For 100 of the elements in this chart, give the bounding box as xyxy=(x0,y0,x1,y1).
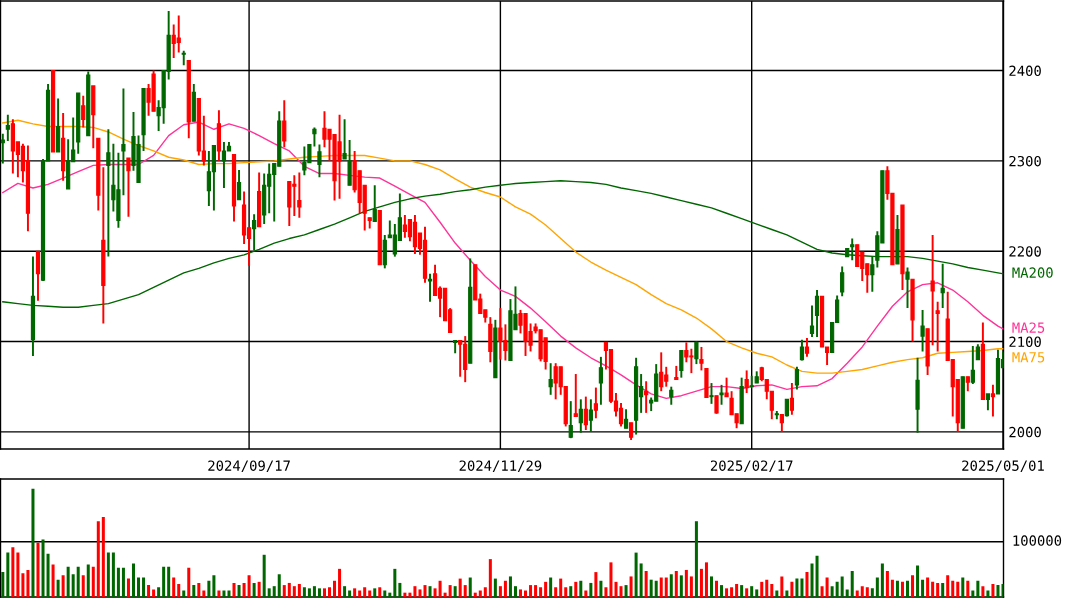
bar xyxy=(453,586,457,597)
bar xyxy=(694,521,698,597)
candlestick xyxy=(623,408,629,430)
candlestick xyxy=(850,237,855,262)
bar xyxy=(554,587,558,597)
bar xyxy=(312,586,316,597)
bar xyxy=(709,576,713,597)
bar xyxy=(805,572,809,597)
bar xyxy=(564,587,568,597)
bar xyxy=(6,552,10,597)
bar xyxy=(674,571,678,597)
x-tick-label: 2025/05/01 xyxy=(962,460,1044,473)
bar xyxy=(750,586,754,597)
bar xyxy=(448,585,452,597)
candlestick xyxy=(990,383,996,418)
bar xyxy=(574,581,578,597)
bar xyxy=(192,585,196,597)
bar xyxy=(609,562,613,597)
bar xyxy=(31,488,35,597)
bar xyxy=(513,586,517,597)
bar xyxy=(780,576,784,597)
bar xyxy=(272,586,276,597)
bar xyxy=(825,577,829,597)
bar xyxy=(41,539,45,597)
bar xyxy=(126,578,130,597)
bar xyxy=(21,573,25,597)
y-tick-label: 2300 xyxy=(1009,155,1041,167)
bar xyxy=(860,586,864,597)
series-label: MA200 xyxy=(1012,267,1053,278)
bar xyxy=(378,587,382,597)
bar xyxy=(222,590,226,597)
candlestick xyxy=(804,336,810,358)
bar xyxy=(926,577,930,597)
bar xyxy=(172,577,176,597)
bar xyxy=(212,575,216,597)
bar xyxy=(287,582,291,597)
bar xyxy=(187,567,191,597)
bar xyxy=(810,563,814,597)
bar xyxy=(760,581,764,597)
candlestick xyxy=(578,398,583,434)
candlestick xyxy=(709,382,714,405)
bar xyxy=(111,552,115,597)
bar xyxy=(931,581,935,597)
bar xyxy=(1,572,5,597)
bar xyxy=(529,585,533,597)
bar xyxy=(508,576,512,597)
bar xyxy=(121,567,125,597)
candlestick xyxy=(840,265,845,298)
bar xyxy=(71,574,75,597)
bar xyxy=(403,592,407,597)
candlestick xyxy=(920,308,925,353)
candlestick xyxy=(583,395,588,431)
bar xyxy=(579,580,583,597)
bar xyxy=(624,585,628,597)
bar xyxy=(488,559,492,597)
bar xyxy=(820,586,824,597)
bar xyxy=(91,566,95,597)
bar xyxy=(976,580,980,597)
bar xyxy=(458,578,462,597)
bar xyxy=(503,580,507,597)
bar xyxy=(951,580,955,597)
candlestick xyxy=(618,401,624,428)
bar xyxy=(267,588,271,597)
bar xyxy=(76,566,80,597)
bar xyxy=(101,516,105,597)
bar xyxy=(745,588,749,597)
bar xyxy=(845,589,849,597)
bar xyxy=(699,568,703,597)
bar xyxy=(649,579,653,597)
text: 100000 xyxy=(1013,535,1062,546)
bar xyxy=(252,582,256,597)
bar xyxy=(1001,584,1004,597)
bar xyxy=(996,585,1000,597)
bar xyxy=(775,590,779,597)
bar xyxy=(785,590,789,597)
bar xyxy=(36,542,40,597)
candlestick xyxy=(679,349,684,379)
bar xyxy=(518,589,522,597)
bar xyxy=(322,588,326,597)
bar xyxy=(81,575,85,597)
y-tick-label: 2100 xyxy=(1009,336,1041,348)
bar xyxy=(795,578,799,597)
bar xyxy=(941,582,945,597)
candlestick xyxy=(5,113,10,142)
bar xyxy=(363,587,367,597)
candlestick xyxy=(236,168,242,201)
candlestick xyxy=(659,351,664,393)
candlestick xyxy=(126,157,131,218)
y-tick-label: 2400 xyxy=(1009,65,1041,77)
bar xyxy=(961,577,965,597)
candlestick xyxy=(427,272,433,303)
bar xyxy=(237,585,241,597)
bar xyxy=(307,588,311,597)
candlestick xyxy=(588,398,593,433)
bar xyxy=(890,579,894,597)
bar xyxy=(398,582,402,597)
candlestick xyxy=(593,386,598,420)
bar xyxy=(865,587,869,597)
bar xyxy=(297,584,301,597)
candlestick xyxy=(0,132,5,165)
